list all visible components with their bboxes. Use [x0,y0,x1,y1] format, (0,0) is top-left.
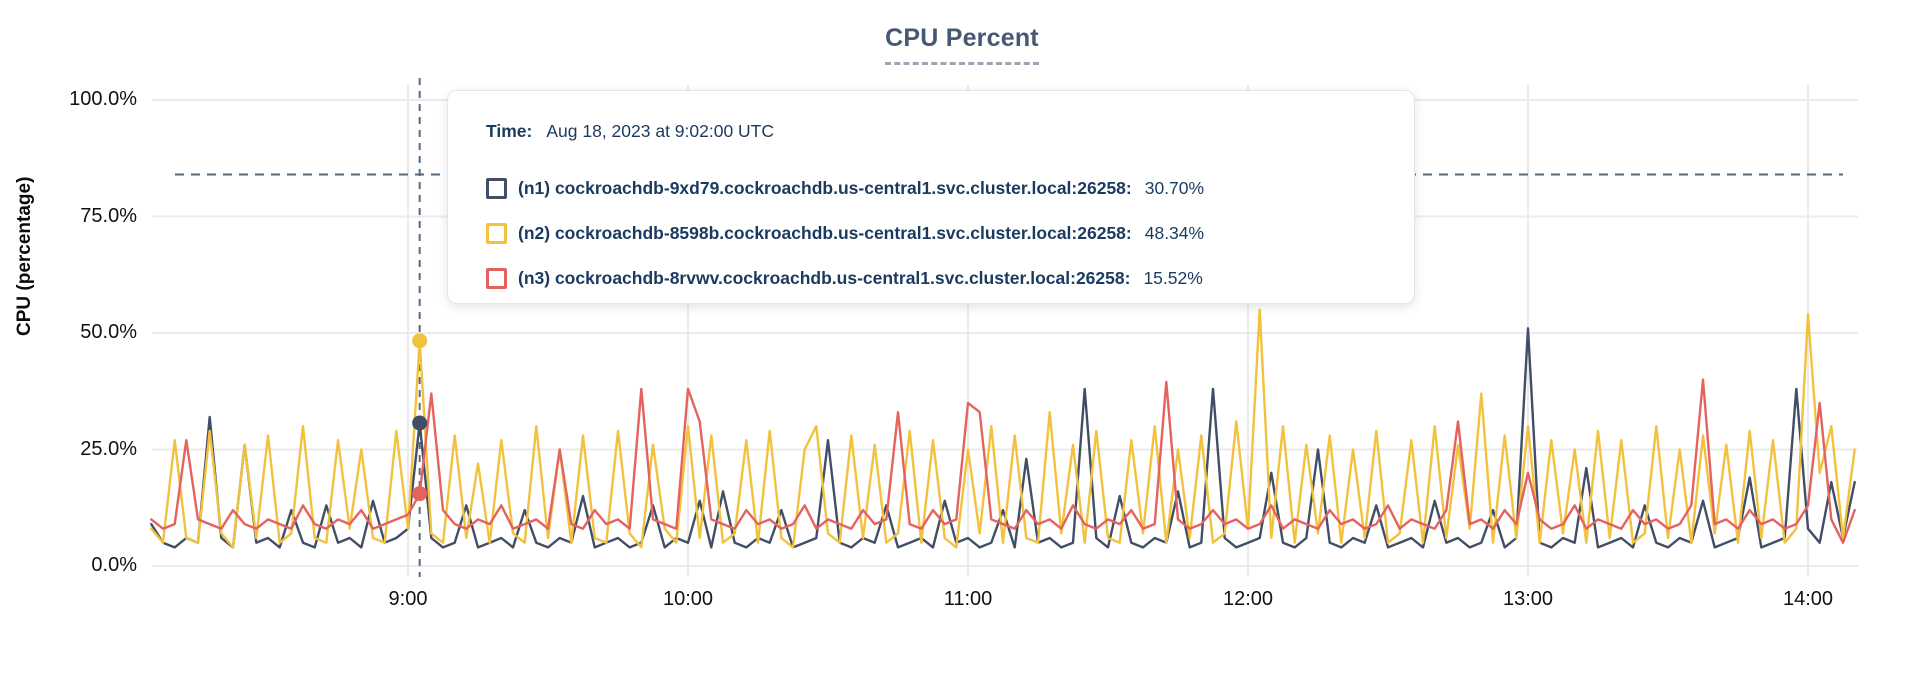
x-tick-label-14:00: 14:00 [1782,588,1834,610]
series-n3-marker-icon [486,267,507,289]
chart-hover-tooltip: Time: Aug 18, 2023 at 9:02:00 UTC (n1) c… [447,90,1415,304]
y-tick-label-0: 0.0% [91,554,137,576]
series-line-n2 [150,308,1856,549]
series-n2-marker-icon [486,222,507,244]
x-tick-label-11:00: 11:00 [943,588,993,610]
series-n3-name: (n3) cockroachdb-8rvwv.cockroachdb.us-ce… [518,267,1131,288]
x-tick-label-13:00: 13:00 [1502,588,1554,610]
y-tick-label-50: 50.0% [80,321,137,343]
y-tick-label-100: 100.0% [69,88,137,110]
y-axis-label: CPU (percentage) [14,176,35,336]
series-line-n1 [150,327,1856,549]
y-tick-label-75: 75.0% [80,204,137,227]
tooltip-time-label: Time: [486,120,533,141]
x-tick-label-12:00: 12:00 [1222,588,1274,610]
series-n1-name: (n1) cockroachdb-9xd79.cockroachdb.us-ce… [518,177,1132,198]
tooltip-time-value: Aug 18, 2023 at 9:02:00 UTC [546,120,775,141]
tooltip-time-row: Time: Aug 18, 2023 at 9:02:00 UTC [486,119,774,143]
tooltip-series-row-n1: (n1) cockroachdb-9xd79.cockroachdb.us-ce… [486,176,1204,200]
x-tick-label-10:00: 10:00 [662,588,714,610]
series-n1-marker-icon [486,177,507,199]
crosshair-dot-n3 [412,486,428,502]
crosshair-dot-n1 [412,415,428,431]
series-n3-value: 15.52% [1143,267,1203,288]
crosshair-dot-n2 [412,333,428,349]
series-n2-value: 48.34% [1144,222,1205,243]
series-n1-value: 30.70% [1144,177,1205,198]
x-tick-label-9:00: 9:00 [388,588,428,610]
series-n2-name: (n2) cockroachdb-8598b.cockroachdb.us-ce… [518,222,1132,243]
series-line-n3 [150,378,1856,544]
y-tick-label-25: 25.0% [80,437,137,460]
tooltip-series-row-n2: (n2) cockroachdb-8598b.cockroachdb.us-ce… [486,221,1204,245]
tooltip-series-row-n3: (n3) cockroachdb-8rvwv.cockroachdb.us-ce… [486,266,1203,290]
